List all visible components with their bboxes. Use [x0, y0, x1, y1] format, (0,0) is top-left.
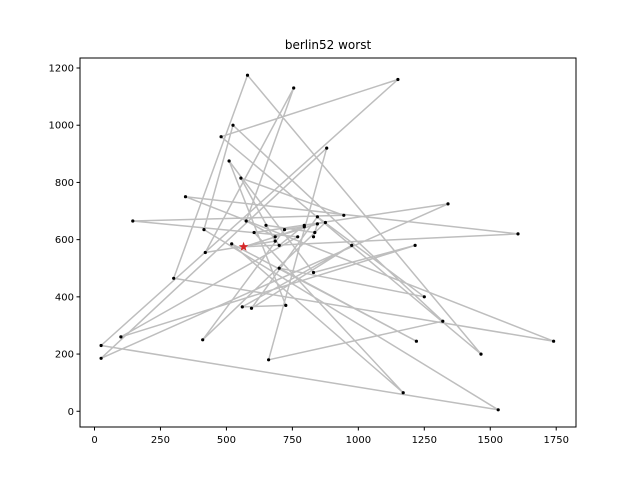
city-point — [350, 243, 354, 247]
city-point — [99, 356, 103, 360]
city-point — [315, 215, 319, 219]
city-point — [249, 306, 254, 310]
city-point — [230, 242, 234, 246]
city-point — [446, 202, 450, 206]
x-tick-label: 1500 — [478, 435, 503, 446]
city-point — [252, 230, 256, 235]
city-point — [401, 391, 405, 395]
city-point — [479, 352, 483, 356]
y-tick-label: 1000 — [49, 121, 74, 132]
city-point — [311, 270, 316, 275]
city-point — [296, 235, 300, 239]
city-point — [203, 250, 207, 255]
city-point — [273, 235, 277, 239]
city-point — [172, 276, 176, 280]
city-point — [183, 195, 188, 199]
y-tick-label: 1200 — [49, 64, 74, 75]
x-tick-label: 250 — [151, 435, 170, 446]
city-point — [496, 408, 500, 412]
city-point — [131, 219, 135, 223]
city-point — [311, 235, 316, 239]
start-layer — [238, 241, 249, 251]
city-point — [240, 305, 244, 309]
city-point — [264, 223, 268, 227]
city-point — [325, 146, 329, 150]
city-point — [231, 123, 235, 127]
city-point — [323, 220, 327, 225]
city-point — [282, 228, 287, 232]
y-tick-label: 400 — [55, 292, 74, 303]
city-point — [516, 232, 520, 236]
city-point — [396, 77, 400, 82]
city-point — [119, 335, 123, 339]
points-layer — [99, 73, 556, 412]
city-point — [313, 230, 317, 235]
start-marker — [238, 241, 249, 251]
city-point — [552, 339, 556, 343]
city-point — [315, 222, 319, 226]
city-point — [273, 239, 277, 243]
x-tick-label: 500 — [217, 435, 236, 446]
x-axis: 0 250 500 750 1000 1250 1500 1750 — [91, 427, 569, 446]
y-tick-label: 800 — [55, 178, 74, 189]
x-tick-label: 1000 — [346, 435, 371, 446]
city-point — [277, 266, 281, 270]
x-tick-label: 1250 — [412, 435, 437, 446]
city-point — [227, 159, 231, 163]
y-tick-label: 0 — [68, 407, 74, 418]
plot-frame — [79, 57, 577, 428]
city-point — [302, 223, 306, 227]
city-point — [342, 213, 346, 217]
city-point — [245, 73, 250, 77]
city-point — [292, 86, 296, 90]
x-tick-label: 0 — [91, 435, 97, 446]
city-point — [414, 339, 418, 343]
city-point — [277, 243, 281, 247]
city-point — [239, 176, 243, 180]
city-point — [284, 303, 288, 307]
chart-title: berlin52 worst — [285, 38, 372, 52]
city-point — [202, 228, 206, 232]
city-point — [422, 295, 426, 299]
city-point — [441, 319, 445, 323]
city-point — [244, 219, 248, 223]
x-tick-label: 750 — [283, 435, 302, 446]
city-point — [201, 338, 205, 342]
y-tick-label: 200 — [55, 350, 74, 361]
y-tick-label: 600 — [55, 235, 74, 246]
city-point — [99, 343, 103, 348]
x-tick-label: 1750 — [543, 435, 568, 446]
y-axis: 0 200 400 600 800 1000 1200 — [49, 64, 80, 418]
city-point — [413, 243, 417, 247]
city-point — [219, 135, 223, 139]
city-point — [267, 358, 271, 362]
